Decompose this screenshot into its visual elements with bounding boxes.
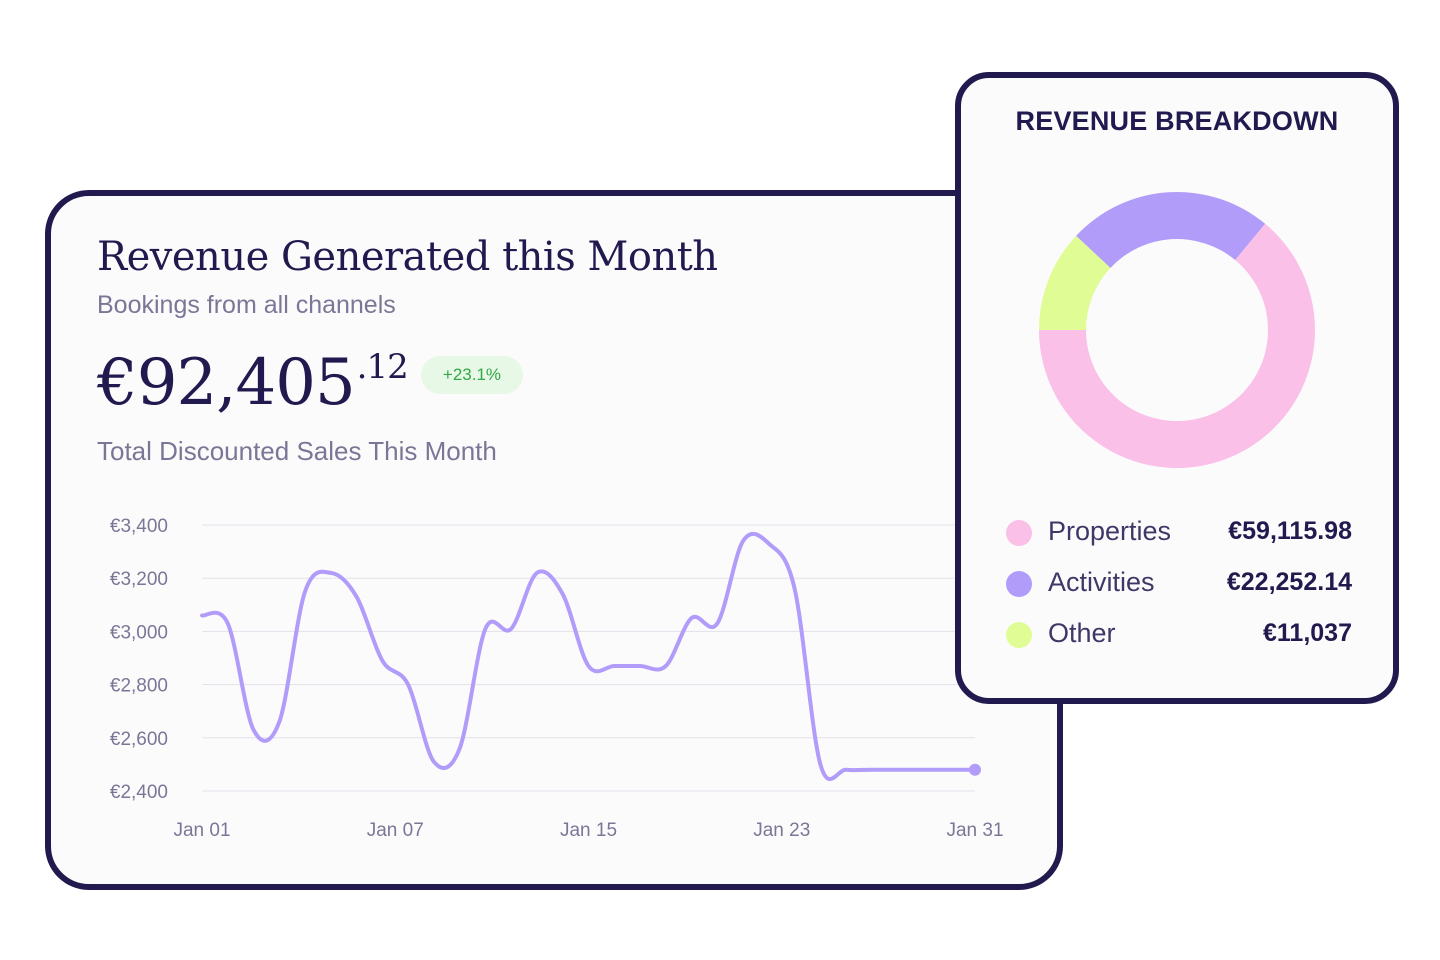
change-badge: +23.1% bbox=[421, 356, 523, 394]
breakdown-title: REVENUE BREAKDOWN bbox=[1015, 106, 1339, 136]
legend-value: €22,252.14 bbox=[1226, 568, 1352, 596]
total-label: Total Discounted Sales This Month bbox=[97, 436, 497, 466]
x-tick-label: Jan 07 bbox=[367, 820, 424, 841]
donut-slice-other[interactable] bbox=[1039, 235, 1111, 330]
legend-value: €59,115.98 bbox=[1228, 517, 1352, 545]
legend-item-other: Other €11,037 bbox=[1006, 614, 1352, 665]
y-tick-label: €3,000 bbox=[110, 622, 168, 643]
x-tick-label: Jan 31 bbox=[946, 820, 1003, 841]
revenue-line-chart: €3,400€3,200€3,000€2,800€2,600€2,400Jan … bbox=[110, 516, 1004, 841]
card-subtitle: Bookings from all channels bbox=[97, 291, 396, 319]
donut-slice-activities[interactable] bbox=[1076, 191, 1266, 268]
y-tick-label: €2,800 bbox=[110, 676, 168, 697]
breakdown-legend: Properties €59,115.98 Activities €22,252… bbox=[1006, 512, 1352, 665]
y-tick-label: €3,200 bbox=[110, 569, 168, 590]
breakdown-donut-chart bbox=[1039, 191, 1315, 468]
revenue-card: Revenue Generated this Month Bookings fr… bbox=[45, 190, 1063, 890]
y-tick-label: €2,400 bbox=[110, 782, 168, 803]
revenue-breakdown-card: REVENUE BREAKDOWN Properties €59,115.98 … bbox=[955, 72, 1399, 704]
x-tick-label: Jan 01 bbox=[173, 820, 230, 841]
x-tick-label: Jan 15 bbox=[560, 820, 617, 841]
legend-dot-properties bbox=[1006, 520, 1032, 546]
series-end-point[interactable] bbox=[969, 763, 981, 776]
donut-slice-properties[interactable] bbox=[1039, 223, 1315, 468]
legend-item-activities: Activities €22,252.14 bbox=[1006, 563, 1352, 614]
legend-item-properties: Properties €59,115.98 bbox=[1006, 512, 1352, 563]
legend-dot-activities bbox=[1006, 571, 1032, 597]
legend-value: €11,037 bbox=[1263, 619, 1352, 647]
legend-label: Properties bbox=[1048, 516, 1172, 546]
amount-cents: .12 bbox=[356, 347, 409, 387]
total-amount: €92,405.12 bbox=[97, 346, 409, 420]
y-tick-label: €2,600 bbox=[110, 729, 168, 750]
legend-label: Activities bbox=[1048, 567, 1155, 597]
y-tick-label: €3,400 bbox=[110, 516, 168, 537]
legend-dot-other bbox=[1006, 622, 1032, 648]
x-tick-label: Jan 23 bbox=[753, 820, 810, 841]
card-title: Revenue Generated this Month bbox=[97, 234, 718, 280]
amount-main: €92,405 bbox=[97, 346, 356, 420]
legend-label: Other bbox=[1048, 618, 1116, 648]
series-line bbox=[200, 531, 977, 781]
